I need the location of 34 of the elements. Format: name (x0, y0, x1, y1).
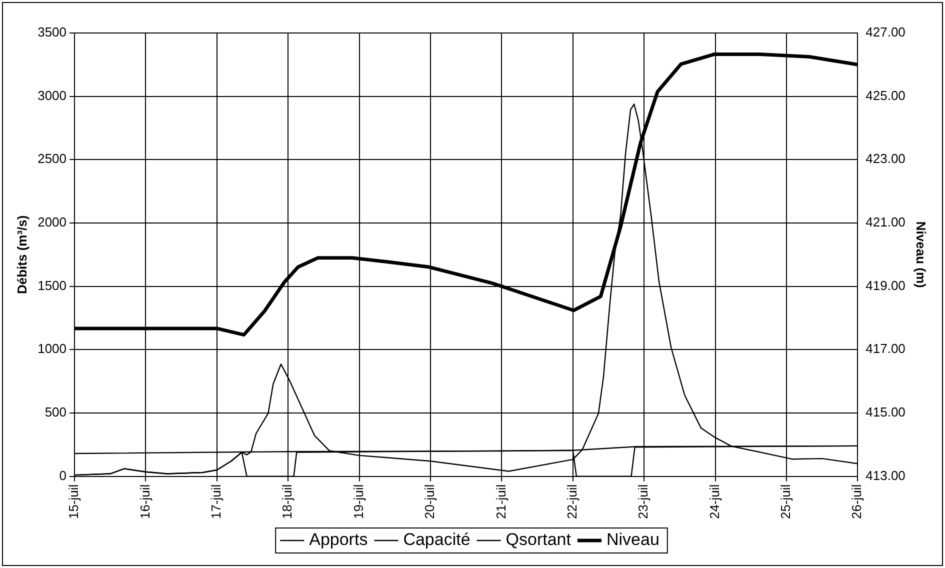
y2-tick-label: 415.00 (866, 404, 906, 420)
x-tick-label: 23-juil (636, 484, 651, 520)
x-tick-label: 16-juil (137, 484, 152, 520)
y-tick-label: 2000 (38, 214, 67, 230)
legend-label: Apports (309, 530, 368, 550)
x-tick-label: 15-juil (66, 484, 82, 520)
y2-tick-label: 419.00 (866, 278, 906, 293)
y-tick-label: 3000 (38, 88, 67, 103)
y2-tick-label: 417.00 (866, 341, 906, 356)
x-tick-label: 26-juil (849, 484, 864, 520)
y-tick-label: 2500 (38, 151, 67, 166)
y-tick-label: 0 (59, 468, 67, 483)
legend-label: Niveau (606, 530, 660, 550)
x-tick-label: 19-juil (350, 484, 366, 520)
legend-label: Qsortant (506, 530, 572, 550)
x-tick-label: 20-juil (422, 484, 438, 520)
y2-tick-label: 423.00 (866, 151, 906, 166)
y-tick-label: 1500 (38, 278, 67, 293)
y2-tick-label: 413.00 (866, 468, 906, 483)
y-tick-label: 3500 (38, 24, 67, 40)
y2-axis-title: Niveau (m) (914, 221, 929, 288)
x-tick-label: 25-juil (778, 484, 794, 520)
y-axis-title: Débits (m³/s) (14, 215, 30, 294)
y-tick-label: 1000 (38, 341, 67, 356)
x-tick-label: 21-juil (493, 484, 508, 520)
y2-tick-label: 425.00 (866, 88, 906, 103)
y2-tick-label: 427.00 (866, 24, 906, 40)
y2-tick-label: 421.00 (866, 214, 906, 230)
legend-label: Capacité (403, 530, 470, 550)
x-tick-label: 17-juil (208, 484, 224, 520)
x-tick-label: 24-juil (706, 484, 722, 520)
x-tick-label: 18-juil (280, 484, 295, 520)
y-tick-label: 500 (44, 404, 67, 420)
x-tick-label: 22-juil (564, 484, 580, 520)
